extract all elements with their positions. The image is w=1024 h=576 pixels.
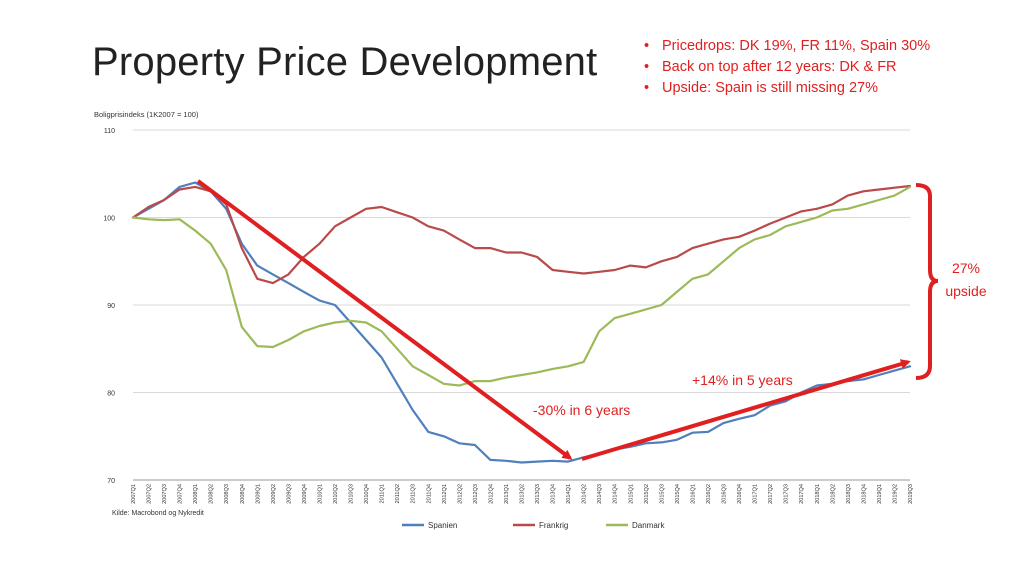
- x-tick-label: 2014Q4: [613, 484, 619, 504]
- x-tick-label: 2017Q1: [753, 484, 759, 504]
- x-tick-label: 2018Q1: [815, 484, 821, 504]
- x-tick-label: 2015Q2: [644, 484, 650, 504]
- x-tick-label: 2016Q1: [690, 484, 696, 504]
- series-line-frankrig: [131, 184, 912, 285]
- rise-annotation: +14% in 5 years: [692, 372, 793, 388]
- x-tick-label: 2015Q1: [628, 484, 634, 504]
- upside-annotation-line1: 27%: [952, 260, 980, 276]
- x-tick-label: 2011Q4: [426, 484, 432, 504]
- bullet-item: Pricedrops: DK 19%, FR 11%, Spain 30%: [638, 36, 930, 57]
- upside-bracket: [915, 183, 939, 380]
- x-tick-label: 2015Q3: [659, 484, 665, 504]
- x-tick-label: 2007Q4: [178, 484, 184, 504]
- legend-label-spanien: Spanien: [428, 521, 457, 530]
- x-tick-label: 2013Q2: [520, 484, 526, 504]
- x-tick-label: 2019Q3: [908, 484, 914, 504]
- slide-title: Property Price Development: [92, 40, 598, 84]
- x-tick-label: 2019Q1: [877, 484, 883, 504]
- x-tick-label: 2017Q4: [799, 484, 805, 504]
- y-axis-label: Boligprisindeks (1K2007 = 100): [94, 110, 199, 119]
- x-tick-label: 2013Q4: [551, 484, 557, 504]
- x-tick-label: 2009Q3: [286, 484, 292, 504]
- x-tick-label: 2012Q1: [442, 484, 448, 504]
- x-tick-label: 2008Q4: [240, 484, 246, 504]
- legend-label-danmark: Danmark: [632, 521, 665, 530]
- drop-arrow: [196, 179, 573, 460]
- bullet-list: Pricedrops: DK 19%, FR 11%, Spain 30% Ba…: [638, 36, 930, 99]
- x-tick-label: 2018Q3: [846, 484, 852, 504]
- x-tick-label: 2007Q3: [162, 484, 168, 504]
- x-tick-label: 2009Q1: [255, 484, 261, 504]
- drop-annotation: -30% in 6 years: [533, 402, 630, 418]
- x-tick-label: 2012Q3: [473, 484, 479, 504]
- x-tick-label: 2010Q2: [333, 484, 339, 504]
- x-tick-label: 2016Q3: [722, 484, 728, 504]
- x-tick-label: 2011Q1: [380, 484, 386, 504]
- y-tick-label: 80: [107, 391, 115, 398]
- x-tick-label: 2010Q3: [349, 484, 355, 504]
- bullet-item: Back on top after 12 years: DK & FR: [638, 57, 930, 78]
- x-tick-label: 2016Q2: [706, 484, 712, 504]
- x-tick-label: 2013Q1: [504, 484, 510, 504]
- x-tick-label: 2019Q2: [892, 484, 898, 504]
- x-tick-label: 2012Q4: [488, 484, 494, 504]
- x-tick-label: 2017Q2: [768, 484, 774, 504]
- x-tick-label: 2010Q1: [317, 484, 323, 504]
- legend-label-frankrig: Frankrig: [539, 521, 568, 530]
- x-tick-label: 2014Q2: [582, 484, 588, 504]
- series-line-danmark: [131, 185, 912, 387]
- y-tick-label: 110: [104, 128, 115, 135]
- x-tick-label: 2012Q2: [457, 484, 463, 504]
- x-tick-label: 2013Q3: [535, 484, 541, 504]
- x-tick-label: 2014Q3: [597, 484, 603, 504]
- x-tick-label: 2009Q4: [302, 484, 308, 504]
- x-tick-label: 2016Q4: [737, 484, 743, 504]
- source-note: Kilde: Macrobond og Nykredit: [112, 510, 204, 517]
- x-tick-label: 2017Q3: [784, 484, 790, 504]
- x-tick-label: 2008Q1: [193, 484, 199, 504]
- x-tick-label: 2014Q1: [566, 484, 572, 504]
- rise-arrow: [581, 359, 911, 461]
- x-tick-label: 2011Q3: [411, 484, 417, 504]
- x-tick-label: 2015Q4: [675, 484, 681, 504]
- x-tick-label: 2008Q2: [209, 484, 215, 504]
- x-tick-label: 2008Q3: [224, 484, 230, 504]
- x-tick-label: 2018Q4: [861, 484, 867, 504]
- x-tick-label: 2007Q2: [147, 484, 153, 504]
- x-tick-label: 2018Q2: [830, 484, 836, 504]
- bullet-item: Upside: Spain is still missing 27%: [638, 78, 930, 99]
- y-tick-label: 90: [107, 303, 115, 310]
- x-tick-label: 2009Q2: [271, 484, 277, 504]
- x-tick-label: 2010Q4: [364, 484, 370, 504]
- x-tick-label: 2007Q1: [131, 484, 137, 504]
- upside-annotation-line2: upside: [945, 283, 986, 299]
- series-line-spanien: [131, 181, 912, 464]
- x-tick-label: 2011Q2: [395, 484, 401, 504]
- y-tick-label: 100: [103, 216, 115, 223]
- y-tick-label: 70: [107, 478, 115, 485]
